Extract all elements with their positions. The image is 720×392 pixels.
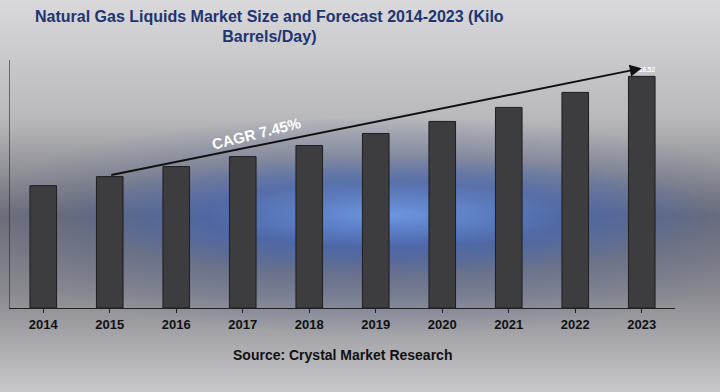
svg-text:2020: 2020 [428, 317, 457, 332]
svg-text:2015: 2015 [95, 317, 124, 332]
svg-text:2022: 2022 [561, 317, 590, 332]
svg-text:Source: Crystal Market Researc: Source: Crystal Market Research [233, 347, 452, 363]
svg-text:CAGR 7.45%: CAGR 7.45% [210, 114, 302, 152]
svg-text:2018: 2018 [295, 317, 324, 332]
svg-text:12516.52: 12516.52 [628, 66, 655, 73]
svg-text:2019: 2019 [361, 317, 390, 332]
svg-text:2016: 2016 [162, 317, 191, 332]
svg-text:2023: 2023 [627, 317, 656, 332]
svg-text:2021: 2021 [494, 317, 523, 332]
svg-text:Natural Gas Liquids Market Siz: Natural Gas Liquids Market Size and Fore… [35, 8, 504, 46]
svg-text:2017: 2017 [228, 317, 257, 332]
svg-text:2014: 2014 [29, 317, 59, 332]
